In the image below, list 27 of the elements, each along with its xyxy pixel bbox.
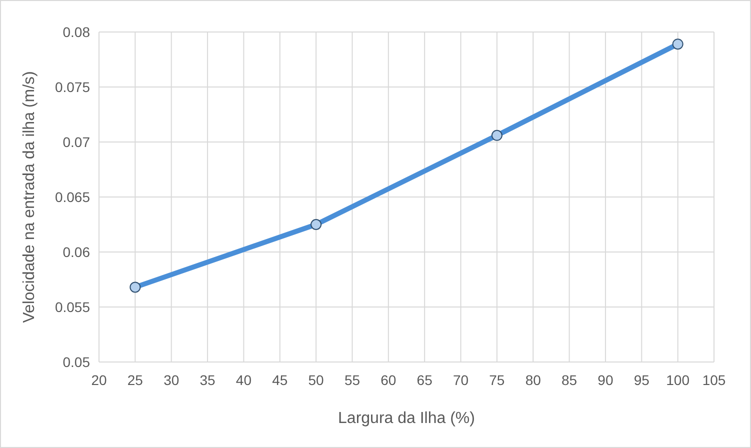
x-tick-label: 30	[164, 372, 180, 388]
x-tick-label: 25	[127, 372, 144, 388]
x-tick-label: 60	[380, 372, 396, 388]
x-tick-label: 85	[562, 372, 578, 388]
x-tick-label: 100	[666, 372, 690, 388]
x-tick-label: 45	[272, 372, 288, 388]
x-tick-label: 90	[598, 372, 614, 388]
x-tick-label: 55	[344, 372, 360, 388]
x-axis-title: Largura da Ilha (%)	[338, 410, 475, 427]
y-tick-label: 0.06	[62, 244, 90, 260]
x-tick-label: 35	[200, 372, 216, 388]
y-axis-title: Velocidade na entrada da ilha (m/s)	[21, 71, 38, 323]
x-tick-label: 75	[489, 372, 505, 388]
x-tick-label: 80	[525, 372, 542, 388]
y-tick-label: 0.05	[62, 354, 90, 370]
x-tick-label: 40	[236, 372, 252, 388]
y-tick-label: 0.075	[54, 79, 90, 95]
x-tick-label: 50	[308, 372, 324, 388]
x-tick-label: 70	[452, 372, 469, 388]
y-tick-label: 0.055	[54, 299, 90, 315]
x-tick-label: 105	[702, 372, 726, 388]
x-tick-label: 65	[416, 372, 433, 388]
x-tick-label: 20	[91, 372, 107, 388]
y-tick-label: 0.07	[62, 134, 90, 150]
y-tick-label: 0.065	[54, 189, 90, 205]
y-tick-label: 0.08	[62, 24, 90, 40]
x-tick-label: 95	[634, 372, 650, 388]
